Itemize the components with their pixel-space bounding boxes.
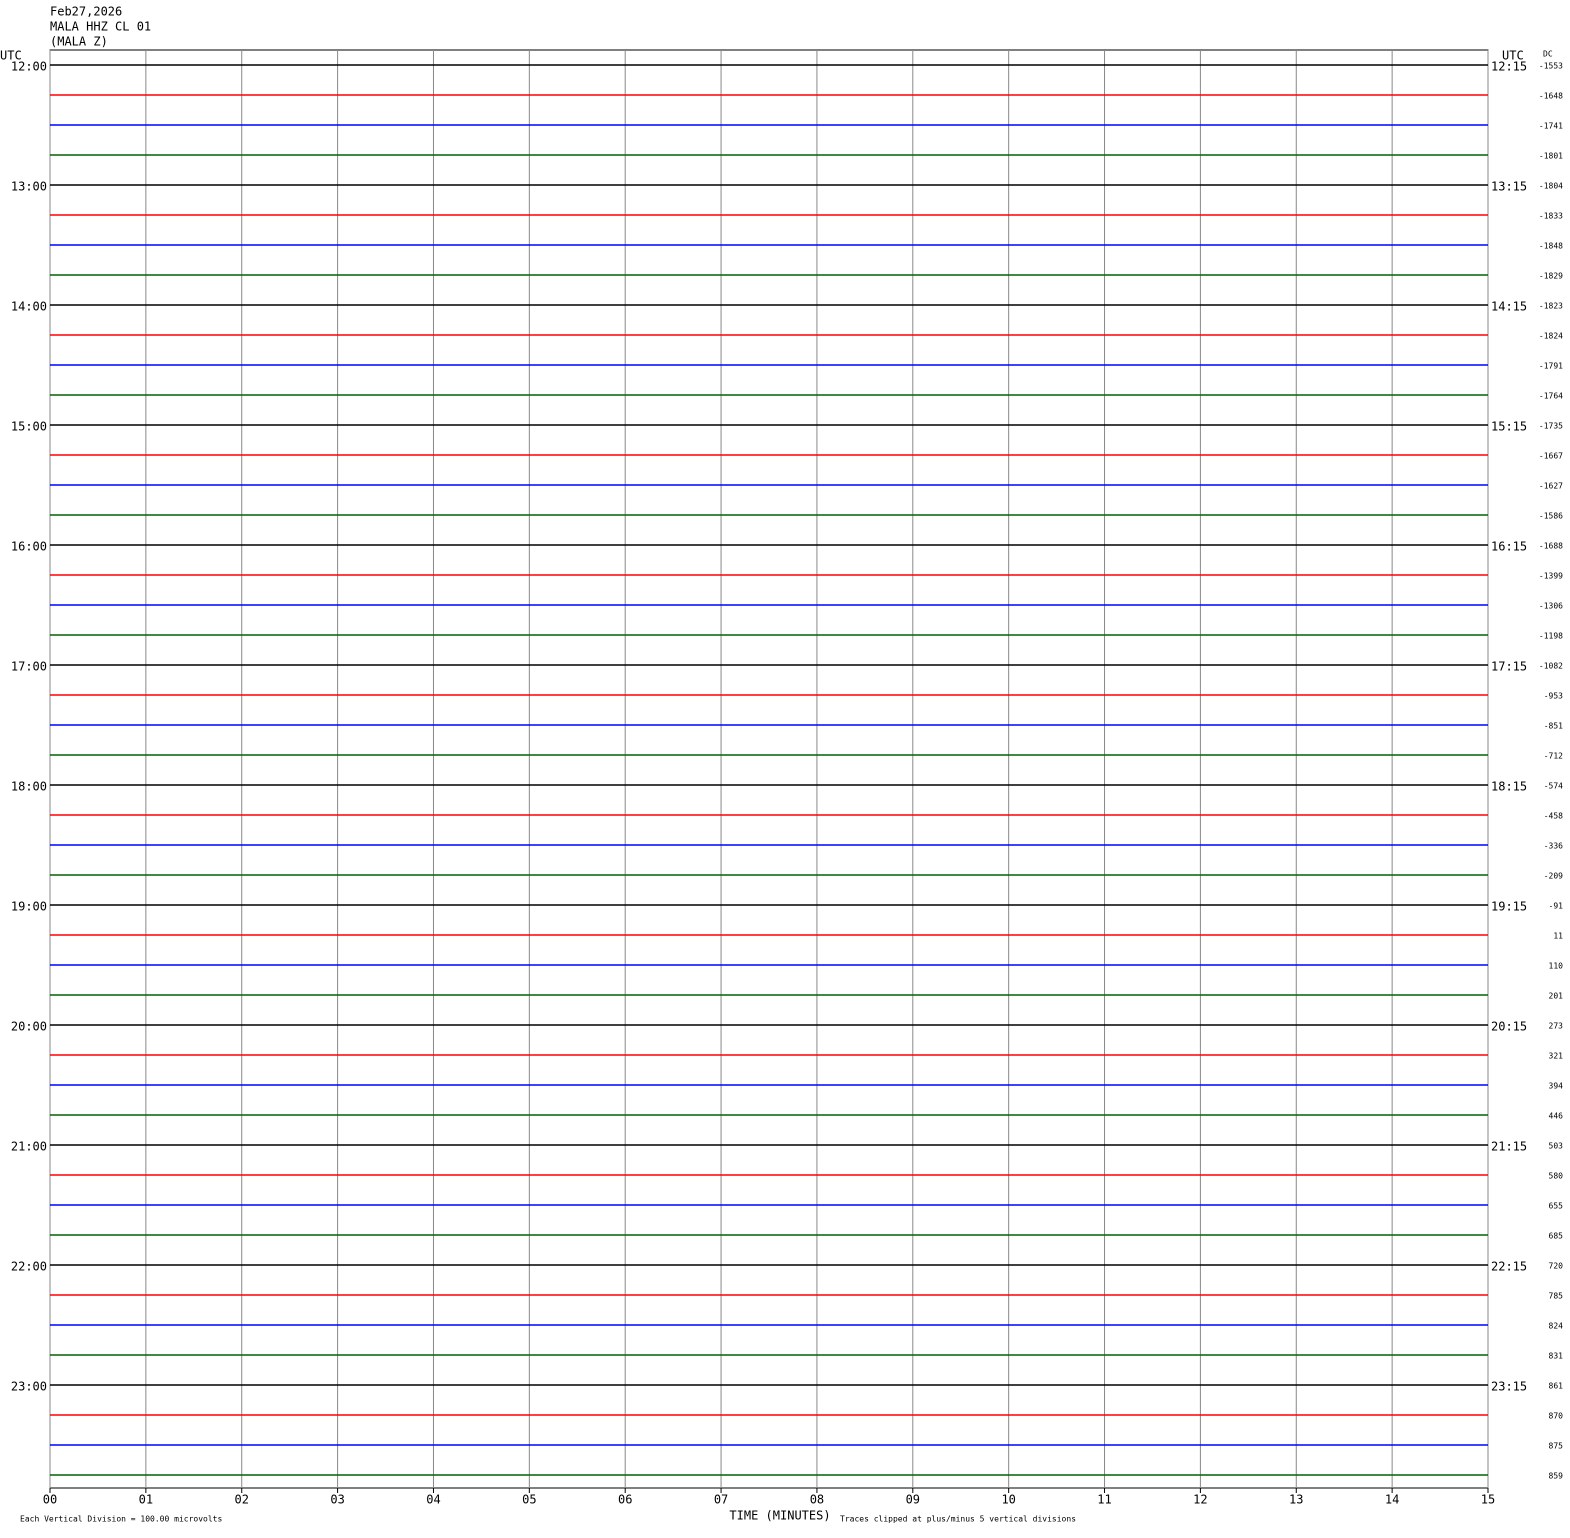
dc-value: -712 xyxy=(1544,752,1563,761)
right-time-label: 19:15 xyxy=(1491,900,1527,914)
right-axis-title: UTC xyxy=(1502,49,1524,63)
x-tick-label: 04 xyxy=(426,1493,440,1507)
dc-value: 273 xyxy=(1549,1022,1564,1031)
plot-frame xyxy=(49,49,1489,1489)
dc-value: -1791 xyxy=(1539,362,1563,371)
right-time-label: 17:15 xyxy=(1491,660,1527,674)
right-time-label: 23:15 xyxy=(1491,1380,1527,1394)
dc-value: -1399 xyxy=(1539,572,1563,581)
dc-value: 875 xyxy=(1549,1442,1564,1451)
x-tick-label: 00 xyxy=(43,1493,57,1507)
dc-value: -458 xyxy=(1544,812,1563,821)
right-time-label: 18:15 xyxy=(1491,780,1527,794)
dc-value: -1829 xyxy=(1539,272,1563,281)
dc-value: -1306 xyxy=(1539,602,1563,611)
dc-value: -336 xyxy=(1544,842,1563,851)
left-time-label: 17:00 xyxy=(11,660,47,674)
dc-value: 580 xyxy=(1549,1172,1564,1181)
x-tick-label: 02 xyxy=(235,1493,249,1507)
x-tick-label: 14 xyxy=(1385,1493,1399,1507)
dc-value: 720 xyxy=(1549,1262,1564,1271)
x-tick-label: 12 xyxy=(1193,1493,1207,1507)
dc-value: -1082 xyxy=(1539,662,1563,671)
dc-value: 110 xyxy=(1549,962,1564,971)
x-tick-label: 10 xyxy=(1001,1493,1015,1507)
dc-value: 785 xyxy=(1549,1292,1564,1301)
dc-value: -1833 xyxy=(1539,212,1563,221)
right-time-label: 22:15 xyxy=(1491,1260,1527,1274)
x-tick-label: 13 xyxy=(1289,1493,1303,1507)
dc-value: 685 xyxy=(1549,1232,1564,1241)
dc-value: 321 xyxy=(1549,1052,1564,1061)
x-axis-label: TIME (MINUTES) xyxy=(729,1509,830,1523)
dc-value: -209 xyxy=(1544,872,1563,881)
dc-value: -1764 xyxy=(1539,392,1563,401)
dc-value: -1823 xyxy=(1539,302,1563,311)
dc-value: -91 xyxy=(1549,902,1564,911)
title-line: (MALA Z) xyxy=(50,35,108,49)
right-time-label: 13:15 xyxy=(1491,180,1527,194)
dc-value: 831 xyxy=(1549,1352,1564,1361)
dc-value: 446 xyxy=(1549,1112,1564,1121)
dc-value: -1804 xyxy=(1539,182,1563,191)
dc-value: 870 xyxy=(1549,1412,1564,1421)
right-time-label: 15:15 xyxy=(1491,420,1527,434)
right-time-label: 16:15 xyxy=(1491,540,1527,554)
dc-value: -1553 xyxy=(1539,62,1563,71)
dc-value: 201 xyxy=(1549,992,1564,1001)
dc-value: -851 xyxy=(1544,722,1563,731)
dc-value: 824 xyxy=(1549,1322,1564,1331)
dc-value: 503 xyxy=(1549,1142,1564,1151)
footer-left: Each Vertical Division = 100.00 microvol… xyxy=(20,1515,222,1524)
left-time-label: 20:00 xyxy=(11,1020,47,1034)
dc-value: -1667 xyxy=(1539,452,1563,461)
x-tick-label: 09 xyxy=(906,1493,920,1507)
dc-value: -1848 xyxy=(1539,242,1563,251)
footer-right: Traces clipped at plus/minus 5 vertical … xyxy=(840,1515,1076,1524)
dc-value: 859 xyxy=(1549,1472,1564,1481)
x-tick-label: 11 xyxy=(1097,1493,1111,1507)
x-tick-label: 01 xyxy=(139,1493,153,1507)
left-time-label: 16:00 xyxy=(11,540,47,554)
x-tick-label: 05 xyxy=(522,1493,536,1507)
left-time-label: 23:00 xyxy=(11,1380,47,1394)
left-time-label: 19:00 xyxy=(11,900,47,914)
right-time-label: 20:15 xyxy=(1491,1020,1527,1034)
dc-value: -1824 xyxy=(1539,332,1563,341)
left-time-label: 15:00 xyxy=(11,420,47,434)
dc-value: -1627 xyxy=(1539,482,1563,491)
dc-value: 394 xyxy=(1549,1082,1564,1091)
left-time-label: 12:00 xyxy=(11,60,47,74)
left-time-label: 18:00 xyxy=(11,780,47,794)
dc-value: 861 xyxy=(1549,1382,1564,1391)
dc-value: -1648 xyxy=(1539,92,1563,101)
dc-value: -1586 xyxy=(1539,512,1563,521)
x-tick-label: 07 xyxy=(714,1493,728,1507)
dc-value: 11 xyxy=(1553,932,1563,941)
left-time-label: 14:00 xyxy=(11,300,47,314)
left-time-label: 13:00 xyxy=(11,180,47,194)
dc-value: -1741 xyxy=(1539,122,1563,131)
dc-value: -1801 xyxy=(1539,152,1563,161)
dc-value: -1735 xyxy=(1539,422,1563,431)
left-time-label: 22:00 xyxy=(11,1260,47,1274)
right-time-label: 12:15 xyxy=(1491,60,1527,74)
x-tick-label: 08 xyxy=(810,1493,824,1507)
dc-title: DC xyxy=(1543,50,1553,59)
x-tick-label: 06 xyxy=(618,1493,632,1507)
dc-value: -1198 xyxy=(1539,632,1563,641)
right-time-label: 14:15 xyxy=(1491,300,1527,314)
title-line: MALA HHZ CL 01 xyxy=(50,20,151,34)
right-time-label: 21:15 xyxy=(1491,1140,1527,1154)
dc-value: -574 xyxy=(1544,782,1563,791)
dc-value: 655 xyxy=(1549,1202,1564,1211)
left-axis-title: UTC xyxy=(0,49,22,63)
dc-value: -953 xyxy=(1544,692,1563,701)
title-line: Feb27,2026 xyxy=(50,5,122,19)
x-tick-label: 03 xyxy=(330,1493,344,1507)
left-time-label: 21:00 xyxy=(11,1140,47,1154)
x-tick-label: 15 xyxy=(1481,1493,1495,1507)
dc-value: -1688 xyxy=(1539,542,1563,551)
